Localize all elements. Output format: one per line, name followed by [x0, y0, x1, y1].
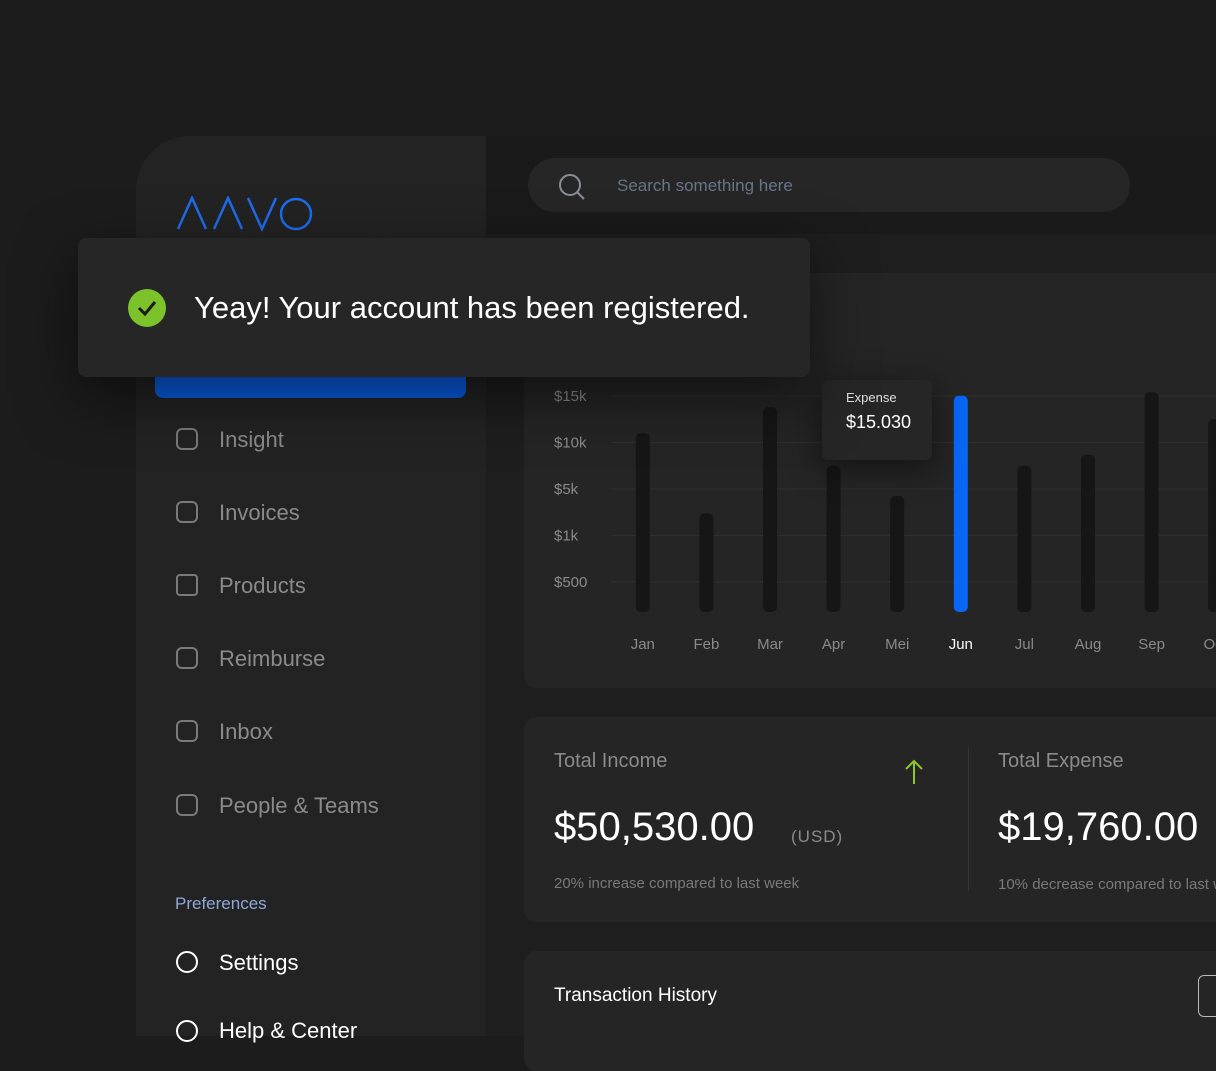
bar — [1144, 392, 1159, 612]
bar — [1081, 454, 1095, 612]
nav-item[interactable]: Settings — [219, 950, 299, 975]
tooltip-value: $15.030 — [846, 412, 911, 432]
search-bar[interactable]: Search something here — [528, 158, 1130, 212]
x-tick-label: Jan — [631, 636, 655, 653]
income-note: 20% increase compared to last week — [554, 875, 800, 892]
x-tick-label: Oct — [1204, 636, 1216, 653]
y-tick-label: $10k — [554, 435, 587, 452]
expense-title: Total Expense — [998, 750, 1124, 772]
y-tick-label: $500 — [554, 574, 587, 591]
search-placeholder: Search something here — [617, 176, 793, 195]
bar — [1017, 465, 1032, 612]
income-title: Total Income — [554, 750, 668, 772]
toast: Yeay! Your account has been registered. — [78, 238, 810, 377]
tooltip-series: Expense — [846, 390, 897, 405]
currency: (USD) — [791, 827, 844, 846]
bar — [890, 495, 905, 612]
x-tick-label: Mei — [885, 636, 909, 653]
invoices-icon — [176, 501, 198, 523]
toast-message: Yeay! Your account has been registered. — [194, 290, 750, 325]
up-arrow — [905, 759, 923, 784]
bar — [826, 465, 841, 612]
x-tick-label: Feb — [693, 636, 719, 653]
x-tick-label: Aug — [1075, 636, 1102, 653]
section-label: Preferences — [175, 894, 267, 913]
expense-amount: $19,760.00 — [998, 805, 1199, 849]
nav-item[interactable]: People & Teams — [219, 793, 379, 818]
expense-note: 10% decrease compared to last week — [998, 876, 1216, 893]
income-amount: $50,530.00 — [554, 805, 755, 849]
tooltip — [822, 380, 932, 460]
y-tick-label: $1k — [554, 528, 579, 545]
nav-item[interactable]: Reimburse — [219, 646, 326, 671]
settings-icon — [176, 951, 198, 973]
transactions-title: Transaction History — [554, 985, 717, 1006]
summary-card — [524, 717, 1216, 922]
success-icon — [128, 289, 166, 327]
chart: $15k $10k $5k $1k $500 Jan Feb Mar Apr Mei Jun Expe… — [554, 380, 1216, 653]
nav-item[interactable]: Invoices — [219, 500, 300, 525]
x-tick-label: Mar — [757, 636, 783, 653]
y-tick-label: $5k — [554, 481, 579, 498]
bar — [763, 407, 777, 612]
search-icon — [559, 174, 585, 200]
nav-item[interactable]: Products — [219, 573, 306, 598]
bar — [635, 433, 650, 612]
inbox-icon — [176, 720, 198, 742]
bar — [699, 513, 714, 612]
divider — [968, 747, 969, 891]
x-tick-label: Jun — [949, 636, 973, 653]
nav-item[interactable]: Inbox — [219, 719, 273, 744]
filter-button[interactable] — [1198, 975, 1216, 1017]
x-tick-label: Apr — [822, 636, 845, 653]
y-tick-label: $15k — [554, 388, 587, 405]
bar — [953, 395, 968, 612]
bar — [1208, 419, 1216, 612]
logo[interactable] — [176, 196, 316, 232]
page: Insight Invoices Products Reimburse Inbo… — [78, 158, 1216, 1043]
x-tick-label: Jul — [1015, 636, 1034, 653]
x-tick-label: Sep — [1138, 636, 1165, 653]
insight-icon — [176, 428, 198, 450]
people-icon — [176, 794, 198, 816]
reimburse-icon — [176, 647, 198, 669]
nav-item[interactable]: Insight — [219, 427, 284, 452]
products-icon — [176, 574, 198, 596]
